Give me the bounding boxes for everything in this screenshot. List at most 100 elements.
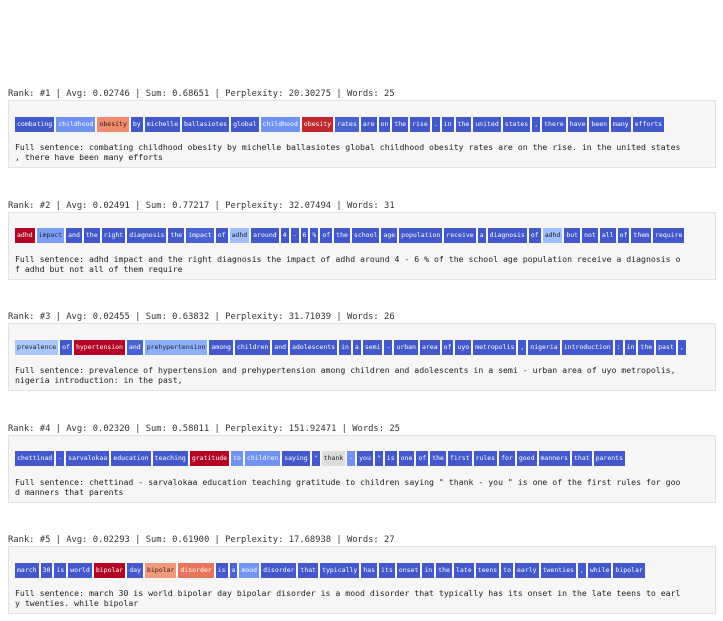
token: to xyxy=(231,451,243,466)
sentence-line: Full sentence: adhd impact and the right… xyxy=(15,253,681,264)
token: adhd xyxy=(542,228,563,243)
token: population xyxy=(399,228,443,243)
token: disorder xyxy=(261,562,297,578)
full-sentence: Full sentence: prevalence of hypertensio… xyxy=(15,365,709,385)
sentence-line: Full sentence: combating childhood obesi… xyxy=(15,142,681,152)
token: 6 xyxy=(300,228,309,243)
token: have xyxy=(567,116,588,132)
token: nigeria xyxy=(528,339,560,355)
token: bipolar xyxy=(613,562,645,578)
token: the xyxy=(83,228,100,243)
token: a xyxy=(477,228,486,243)
token: march xyxy=(15,562,39,578)
token: thank xyxy=(321,451,346,466)
token: united xyxy=(473,116,501,132)
sentence-line: Full sentence: chettinad - sarvalokaa ed… xyxy=(15,476,681,487)
token: of xyxy=(320,228,333,243)
token: and xyxy=(272,339,289,355)
token: school xyxy=(351,228,380,243)
entry-header: Rank: #2 | Avg: 0.02491 | Sum: 0.77217 |… xyxy=(8,200,395,211)
token-box: march 30 is world bipolar day bipolar disorder i… xyxy=(8,546,716,614)
token: introduction xyxy=(561,339,613,355)
token: a xyxy=(352,339,361,355)
entry: Rank: #5 | Avg: 0.02293 | Sum: 0.61900 |… xyxy=(8,534,716,614)
token: the xyxy=(392,116,409,132)
token-box: combating childhood obesity by michelle balla… xyxy=(8,100,716,168)
token: area xyxy=(419,339,440,355)
token: many xyxy=(611,116,631,132)
token: past xyxy=(656,339,676,355)
token: of xyxy=(60,339,72,355)
entry-header: Rank: #4 | Avg: 0.02320 | Sum: 0.58011 |… xyxy=(8,423,400,434)
token: prevalence xyxy=(15,339,59,355)
token: diagnosis xyxy=(487,228,527,243)
token: on xyxy=(378,116,391,132)
token: education xyxy=(111,451,151,466)
token: the xyxy=(436,562,452,578)
token: adhd xyxy=(15,228,35,243)
token: of xyxy=(215,228,228,243)
full-sentence: Full sentence: march 30 is world bipolar… xyxy=(15,588,709,608)
token: is xyxy=(215,562,228,578)
token: of xyxy=(416,451,429,466)
token-box: chettinad - sarvalokaa education teaching gra… xyxy=(8,434,716,503)
token: saying xyxy=(282,451,310,466)
full-sentence: Full sentence: chettinad - sarvalokaa ed… xyxy=(15,477,709,497)
token: around xyxy=(251,228,279,243)
token: sarvalokaa xyxy=(66,451,110,466)
token: , xyxy=(577,562,586,578)
token: rise xyxy=(410,116,430,132)
token: to xyxy=(501,562,514,578)
token: - xyxy=(56,451,65,466)
entry: Rank: #1 | Avg: 0.02746 | Sum: 0.68651 |… xyxy=(8,88,716,168)
token: right xyxy=(101,228,126,243)
token: urban xyxy=(394,339,418,355)
token: children xyxy=(234,339,271,355)
token: while xyxy=(587,562,612,578)
token: the xyxy=(638,339,655,355)
token: adolescents xyxy=(290,339,338,355)
token: gratitude xyxy=(189,451,230,466)
token: michelle xyxy=(144,116,181,132)
sentence-line: Full sentence: march 30 is world bipolar… xyxy=(15,588,681,598)
token: them xyxy=(631,228,652,243)
token-row: prevalence of hypertension and prehypertensi… xyxy=(15,338,709,356)
token: been xyxy=(589,116,610,132)
token: : xyxy=(614,339,623,355)
token: global xyxy=(231,116,259,132)
token: childhood xyxy=(56,116,96,132)
entry-header: Rank: #1 | Avg: 0.02746 | Sum: 0.68651 |… xyxy=(8,89,395,99)
token: the xyxy=(334,228,350,243)
entry: Rank: #3 | Avg: 0.02455 | Sum: 0.63832 |… xyxy=(8,311,716,391)
sentence-line: y twenties. while bipolar xyxy=(15,598,139,608)
token: you xyxy=(357,451,373,466)
token: early xyxy=(515,562,539,578)
sentence-line: Full sentence: prevalence of hypertensio… xyxy=(15,365,676,375)
token: - xyxy=(347,451,356,466)
token: parents xyxy=(593,451,625,466)
token: , xyxy=(677,339,686,355)
token: mood xyxy=(239,562,260,578)
token: has xyxy=(361,562,378,578)
token: one xyxy=(398,451,415,466)
token: impact xyxy=(36,228,65,243)
token: metropolis xyxy=(473,339,517,355)
token: 4 xyxy=(280,228,289,243)
token: % xyxy=(310,228,319,243)
token: bipolar xyxy=(93,562,126,578)
token: , xyxy=(518,339,527,355)
token: of xyxy=(617,228,630,243)
token: semi xyxy=(362,339,383,355)
token: disorder xyxy=(178,562,214,578)
token: hypertension xyxy=(73,339,125,355)
token: in xyxy=(339,339,351,355)
token: and xyxy=(126,339,143,355)
token: impact xyxy=(186,228,214,243)
token: , xyxy=(532,116,541,132)
token: but xyxy=(564,228,581,243)
token: adhd xyxy=(229,228,250,243)
token: " xyxy=(374,451,383,466)
token: good xyxy=(516,451,537,466)
token: age xyxy=(381,228,398,243)
